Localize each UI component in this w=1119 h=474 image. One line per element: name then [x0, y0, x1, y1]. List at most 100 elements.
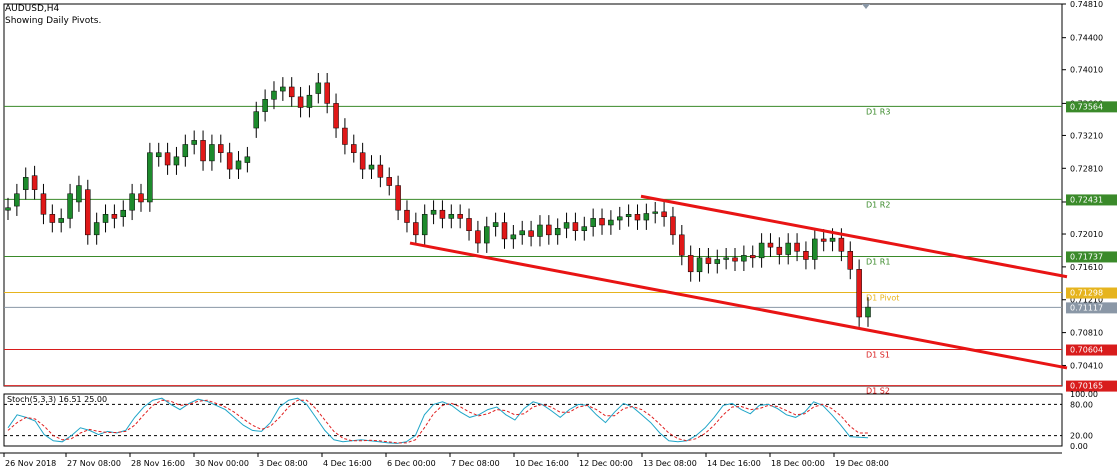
candle-body	[652, 211, 658, 214]
candle-body	[76, 185, 82, 203]
candle-body	[617, 216, 623, 221]
candle-body	[439, 209, 446, 219]
candle-body	[679, 234, 685, 256]
candle-body	[510, 234, 517, 240]
candle-body	[209, 144, 215, 162]
candle-body	[537, 224, 543, 237]
candle-body	[785, 242, 791, 255]
candle-body	[244, 156, 251, 163]
candle-body	[421, 214, 428, 236]
candle-body	[280, 86, 286, 92]
candle-body	[377, 164, 384, 178]
pivot-label: D1 R3	[866, 107, 890, 116]
candle-body	[670, 216, 676, 236]
pivot-label: D1 R2	[866, 200, 890, 209]
candle-body	[581, 226, 588, 231]
pivot-price-tag	[1066, 251, 1117, 263]
time-tick-label: 27 Nov 08:00	[67, 459, 121, 468]
candle-body	[820, 238, 827, 242]
time-tick-label: 10 Dec 16:00	[515, 459, 569, 468]
price-tick-label: 0.71610	[1070, 263, 1103, 272]
candle-body	[625, 214, 632, 218]
candle-body	[776, 246, 783, 255]
candle-body	[253, 111, 259, 129]
time-tick-label: 26 Nov 2018	[5, 459, 56, 468]
candle-body	[838, 237, 845, 252]
candle-body	[324, 82, 330, 104]
candle-body	[430, 209, 437, 215]
candle-body	[262, 99, 268, 112]
channel-upper-line	[640, 194, 1068, 279]
candle-body	[847, 251, 854, 270]
candle-body	[634, 214, 641, 221]
candle-body	[111, 214, 118, 219]
candle-body	[93, 222, 100, 236]
candle-body	[572, 222, 579, 231]
chart-shift-marker-icon	[862, 4, 870, 9]
time-tick-label: 28 Nov 16:00	[131, 459, 185, 468]
pivot-label: D1 S2	[866, 387, 890, 396]
chart-symbol-title: AUDUSD,H4	[5, 4, 60, 14]
candle-body	[563, 222, 570, 229]
candle-body	[386, 177, 392, 186]
candle-body	[147, 152, 153, 203]
time-tick-label: 30 Nov 00:00	[195, 459, 249, 468]
time-tick-label: 4 Dec 16:00	[323, 459, 372, 468]
price-tick-label: 0.72010	[1070, 230, 1103, 239]
candle-body	[49, 214, 56, 223]
chart-subtitle: Showing Daily Pivots.	[5, 16, 102, 26]
pivot-price-tag	[1066, 194, 1117, 206]
pivot-price-label: 0.71298	[1070, 289, 1103, 298]
candle-body	[466, 218, 472, 231]
candle-body	[218, 144, 224, 153]
candle-body	[368, 164, 375, 170]
candle-body	[129, 193, 135, 211]
candle-body	[767, 242, 774, 248]
candle-body	[599, 218, 605, 226]
candle-body	[173, 156, 180, 166]
pivot-price-label: 0.73564	[1070, 102, 1103, 111]
candle-body	[723, 257, 729, 260]
candle-body	[608, 219, 614, 226]
candle-body	[288, 86, 295, 98]
time-tick-label: 3 Dec 08:00	[259, 459, 308, 468]
pivot-price-label: 0.70165	[1070, 382, 1103, 391]
pivot-label: D1 S1	[866, 351, 890, 360]
price-tick-label: 0.74010	[1070, 66, 1103, 75]
channel-lower-line	[409, 241, 1068, 370]
time-tick-label: 14 Dec 16:00	[707, 459, 761, 468]
time-tick-label: 13 Dec 08:00	[643, 459, 697, 468]
candle-body	[803, 251, 809, 260]
price-tick-label: 0.73210	[1070, 131, 1103, 140]
candle-body	[297, 96, 304, 108]
candle-body	[475, 230, 481, 244]
pivot-price-tag	[1066, 380, 1117, 392]
candle-body	[120, 209, 127, 218]
candle-body	[14, 193, 20, 207]
pivot-price-label: 0.70604	[1070, 346, 1103, 355]
candle-body	[31, 175, 38, 190]
candle-body	[22, 177, 29, 190]
stoch-tick-label: 80.00	[1070, 400, 1093, 409]
candle-body	[546, 224, 552, 236]
candle-body	[758, 242, 765, 259]
candle-body	[457, 214, 463, 219]
candle-body	[554, 228, 561, 236]
stoch-signal-line	[7, 399, 868, 444]
candle-body	[794, 242, 800, 252]
time-tick-label: 18 Dec 00:00	[771, 459, 825, 468]
candle-body	[67, 193, 73, 219]
candle-body	[164, 152, 171, 166]
price-tick-label: 0.71210	[1070, 296, 1103, 305]
candle-body	[687, 255, 694, 273]
candle-body	[395, 185, 401, 211]
candle-body	[492, 222, 499, 227]
pivot-price-label: 0.71737	[1070, 252, 1103, 261]
candle-body	[519, 230, 525, 236]
candle-body	[235, 160, 242, 170]
candle-body	[812, 238, 818, 260]
candle-body	[226, 152, 233, 170]
candle-body	[102, 214, 109, 223]
stoch-panel-frame	[3, 393, 1063, 447]
